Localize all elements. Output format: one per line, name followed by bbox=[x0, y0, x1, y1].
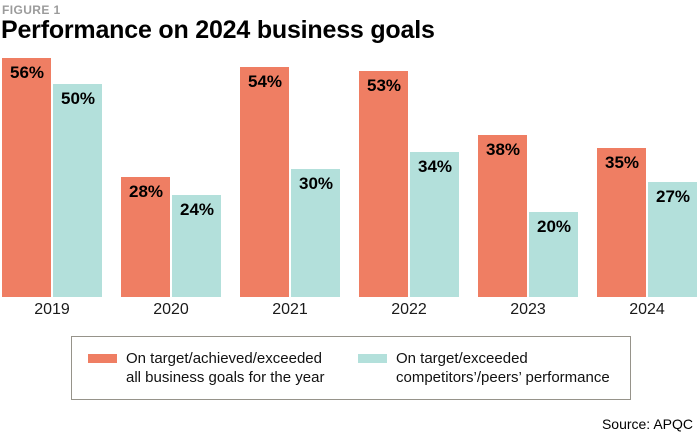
bar-pair-2023: 38% 20% bbox=[478, 58, 578, 297]
x-axis-label-2019: 2019 bbox=[34, 301, 70, 318]
bar-pair-2020: 28% 24% bbox=[121, 58, 221, 297]
figure-label: FIGURE 1 bbox=[2, 3, 61, 17]
x-axis-label-2022: 2022 bbox=[391, 301, 427, 318]
legend: On target/achieved/exceeded all business… bbox=[71, 336, 631, 400]
bar-value-label-2024-series2: 27% bbox=[656, 187, 691, 206]
bar-value-label-2020-series2: 24% bbox=[180, 200, 215, 219]
bar-2022-series2: 34% bbox=[410, 152, 459, 297]
legend-entry-series2: On target/exceeded competitors’/peers’ p… bbox=[358, 349, 610, 387]
chart-title: Performance on 2024 business goals bbox=[1, 16, 435, 44]
bar-value-label-2020-series1: 28% bbox=[129, 182, 164, 201]
bar-value-label-2023-series1: 38% bbox=[486, 140, 521, 159]
bar-2020-series2: 24% bbox=[172, 195, 221, 297]
source-credit: Source: APQC bbox=[601, 416, 693, 432]
bar-2020-series1: 28% bbox=[121, 177, 170, 297]
bar-value-label-2021-series1: 54% bbox=[248, 72, 283, 91]
bar-2019-series1: 56% bbox=[2, 58, 51, 297]
legend-swatch-series2 bbox=[358, 354, 387, 363]
x-axis-label-2024: 2024 bbox=[629, 301, 665, 318]
bar-value-label-2022-series1: 53% bbox=[367, 76, 402, 95]
bar-2021-series1: 54% bbox=[240, 67, 289, 297]
bar-2024-series2: 27% bbox=[648, 182, 697, 297]
year-group-2022: 53% 34% 2022 bbox=[359, 58, 459, 319]
legend-label-series1: On target/achieved/exceeded all business… bbox=[126, 349, 324, 387]
year-group-2021: 54% 30% 2021 bbox=[240, 58, 340, 319]
bar-value-label-2021-series2: 30% bbox=[299, 174, 334, 193]
bar-2023-series1: 38% bbox=[478, 135, 527, 297]
year-group-2020: 28% 24% 2020 bbox=[121, 58, 221, 319]
x-axis-label-2020: 2020 bbox=[153, 301, 189, 318]
year-group-2023: 38% 20% 2023 bbox=[478, 58, 578, 319]
bar-value-label-2023-series2: 20% bbox=[537, 217, 572, 236]
bar-value-label-2024-series1: 35% bbox=[605, 153, 640, 172]
bar-pair-2024: 35% 27% bbox=[597, 58, 697, 297]
x-axis-label-2023: 2023 bbox=[510, 301, 546, 318]
legend-label-series2-line1: On target/exceeded bbox=[396, 350, 528, 367]
bar-value-label-2022-series2: 34% bbox=[418, 157, 453, 176]
bar-2022-series1: 53% bbox=[359, 71, 408, 297]
bar-2024-series1: 35% bbox=[597, 148, 646, 297]
legend-entry-series1: On target/achieved/exceeded all business… bbox=[88, 349, 358, 387]
bar-pair-2019: 56% 50% bbox=[2, 58, 102, 297]
year-group-2019: 56% 50% 2019 bbox=[2, 58, 102, 319]
x-axis-label-2021: 2021 bbox=[272, 301, 308, 318]
legend-swatch-series1 bbox=[88, 354, 117, 363]
bar-2023-series2: 20% bbox=[529, 212, 578, 297]
legend-label-series2: On target/exceeded competitors’/peers’ p… bbox=[396, 349, 610, 387]
bar-2019-series2: 50% bbox=[53, 84, 102, 297]
legend-label-series1-line1: On target/achieved/exceeded bbox=[126, 350, 322, 367]
legend-label-series2-line2: competitors’/peers’ performance bbox=[396, 369, 610, 386]
bar-2021-series2: 30% bbox=[291, 169, 340, 297]
bar-pair-2021: 54% 30% bbox=[240, 58, 340, 297]
bar-value-label-2019-series1: 56% bbox=[10, 63, 45, 82]
bar-chart: 56% 50% 2019 28% 24% 2020 54% 30% 2021 53% 34% 2022… bbox=[2, 58, 697, 319]
year-group-2024: 35% 27% 2024 bbox=[597, 58, 697, 319]
legend-label-series1-line2: all business goals for the year bbox=[126, 369, 325, 386]
bar-pair-2022: 53% 34% bbox=[359, 58, 459, 297]
bar-value-label-2019-series2: 50% bbox=[61, 89, 96, 108]
